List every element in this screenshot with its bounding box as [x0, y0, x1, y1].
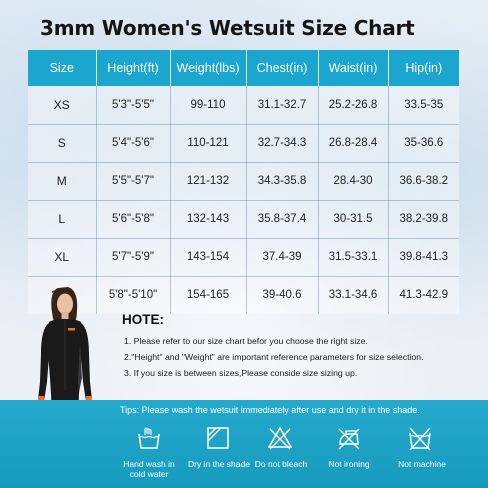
cell-weight: 99-110: [170, 86, 247, 125]
cell-hip: 38.2-39.8: [388, 200, 459, 239]
header-hip: Hip(in): [388, 50, 459, 86]
cell-size: M: [28, 162, 97, 201]
cell-height: 5'8"-5'10": [96, 276, 171, 314]
cell-height: 5'5"-5'7": [96, 162, 171, 201]
note-list: 1. Please refer to our size chart befor …: [124, 333, 484, 381]
hand-wash-icon: [138, 427, 160, 449]
table-row: M 5'5"-5'7" 121-132 34.3-35.8 28.4-30 36…: [28, 162, 459, 201]
cell-waist: 26.8-28.4: [318, 124, 389, 163]
cell-weight: 143-154: [170, 238, 247, 277]
cell-size: L: [28, 200, 97, 239]
header-chest: Chest(in): [246, 50, 319, 86]
cell-waist: 28.4-30: [318, 162, 389, 201]
cell-hip: 33.5-35: [388, 86, 459, 125]
cell-waist: 31.5-33.1: [318, 238, 389, 277]
page-title: 3mm Women's Wetsuit Size Chart: [40, 16, 415, 40]
care-label-do-not-bleach: Do not bleach: [254, 459, 308, 469]
cell-chest: 32.7-34.3: [246, 124, 319, 163]
note-title: HOTE:: [122, 312, 164, 327]
header-size: Size: [28, 50, 97, 86]
note-item: 2."Height" and "Weight" are important re…: [124, 352, 424, 362]
cell-chest: 34.3-35.8: [246, 162, 319, 201]
cell-height: 5'4"-5'6": [96, 124, 171, 163]
cell-hip: 36.6-38.2: [388, 162, 459, 201]
cell-weight: 132-143: [170, 200, 247, 239]
dry-in-shade-icon: [207, 427, 229, 449]
note-item: 1. Please refer to our size chart befor …: [124, 336, 368, 346]
cell-waist: 25.2-26.8: [318, 86, 389, 125]
model-left-arm: [38, 323, 51, 401]
cell-chest: 31.1-32.7: [246, 86, 319, 125]
care-label-do-not-iron: Not ironing: [328, 459, 370, 469]
header-weight: Weight(lbs): [170, 50, 247, 86]
cell-height: 5'6"-5'8": [96, 200, 171, 239]
table-row: 2XL 5'8"-5'10" 154-165 39-40.6 33.1-34.6…: [28, 276, 459, 314]
table-header-row: Size Height(ft) Weight(lbs) Chest(in) Wa…: [28, 50, 459, 86]
model-right-arm: [79, 323, 92, 401]
care-label-dry-in-shade: Dry in the shade: [188, 459, 250, 469]
cell-height: 5'3"-5'5": [96, 86, 171, 125]
header-height: Height(ft): [96, 50, 171, 86]
care-instructions-band: [0, 400, 488, 488]
cell-chest: 35.8-37.4: [246, 200, 319, 239]
note-item: 3. If you size is between sizes,Please c…: [124, 368, 358, 378]
table-row: XS 5'3"-5'5" 99-110 31.1-32.7 25.2-26.8 …: [28, 86, 459, 125]
care-tips: Tips: Please wash the wetsuit immediatel…: [120, 405, 420, 415]
care-label-do-not-machine: Not machine: [398, 459, 446, 469]
cell-hip: 39.8-41.3: [388, 238, 459, 277]
cell-weight: 154-165: [170, 276, 247, 314]
cell-hip: 41.3-42.9: [388, 276, 459, 314]
model-face: [57, 293, 73, 315]
cell-chest: 37.4-39: [246, 238, 319, 277]
cell-waist: 30-31.5: [318, 200, 389, 239]
header-waist: Waist(in): [318, 50, 389, 86]
cell-weight: 110-121: [170, 124, 247, 163]
table-row: XL 5'7"-5'9" 143-154 37.4-39 31.5-33.1 3…: [28, 238, 459, 277]
cell-chest: 39-40.6: [246, 276, 319, 314]
cell-weight: 121-132: [170, 162, 247, 201]
do-not-iron-icon: [338, 428, 360, 450]
do-not-machine-wash-icon: [409, 427, 431, 451]
cell-waist: 33.1-34.6: [318, 276, 389, 314]
cell-hip: 35-36.6: [388, 124, 459, 163]
size-chart-table: Size Height(ft) Weight(lbs) Chest(in) Wa…: [28, 50, 459, 314]
table-row: L 5'6"-5'8" 132-143 35.8-37.4 30-31.5 38…: [28, 200, 459, 239]
table-row: S 5'4"-5'6" 110-121 32.7-34.3 26.8-28.4 …: [28, 124, 459, 163]
cell-height: 5'7"-5'9": [96, 238, 171, 277]
cell-size: S: [28, 124, 97, 163]
cell-size: XL: [28, 238, 97, 277]
cell-size: XS: [28, 86, 97, 125]
care-label-hand-wash: Hand wash in cold water: [123, 459, 175, 479]
do-not-bleach-icon: [267, 426, 293, 450]
